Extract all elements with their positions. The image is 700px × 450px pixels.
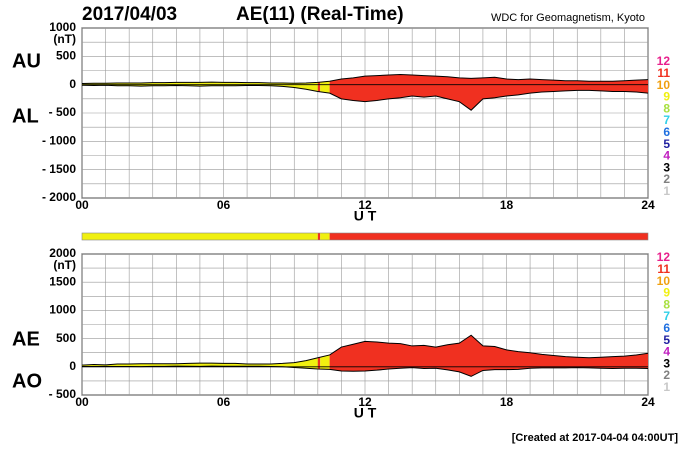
station-legend: 11	[657, 262, 670, 276]
coverage-fill	[320, 81, 330, 94]
y-tick-label: 1000	[49, 303, 76, 317]
coverage-bar	[317, 233, 321, 240]
x-tick-label: 18	[500, 395, 514, 409]
x-tick-label: 18	[500, 198, 514, 212]
station-legend: 3	[663, 356, 670, 370]
coverage-bar	[329, 233, 648, 240]
station-legend: 8	[663, 297, 670, 311]
station-legend: 5	[663, 333, 670, 347]
station-legend: 6	[663, 321, 670, 335]
station-legend: 3	[663, 160, 670, 174]
coverage-fill	[320, 354, 330, 370]
station-legend: 1	[663, 380, 670, 394]
series-label: AE	[12, 328, 40, 350]
station-legend: 10	[657, 274, 671, 288]
coverage-fill	[329, 74, 648, 111]
x-axis-label: U T	[354, 405, 377, 421]
series-label: AU	[12, 50, 41, 72]
station-legend: 11	[657, 66, 670, 80]
y-tick-label: - 500	[49, 387, 77, 401]
y-tick-label: - 1000	[42, 134, 76, 148]
station-legend: 10	[657, 78, 671, 92]
date: 2017/04/03	[82, 4, 177, 25]
x-tick-label: 06	[217, 198, 231, 212]
station-legend: 7	[663, 113, 670, 127]
y-tick-label: - 1500	[42, 162, 76, 176]
x-tick-label: 24	[641, 395, 655, 409]
station-legend: 6	[663, 125, 670, 139]
station-legend: 2	[663, 172, 670, 186]
series-label: AL	[12, 105, 39, 127]
y-tick-label: 500	[56, 49, 76, 63]
y-tick-label: 0	[69, 359, 76, 373]
unit-label: (nT)	[53, 258, 76, 272]
y-tick-label: 2000	[49, 246, 76, 260]
station-legend: 12	[657, 54, 671, 68]
series-line	[81, 73, 649, 85]
x-tick-label: 00	[75, 395, 89, 409]
station-legend: 5	[663, 137, 670, 151]
source: WDC for Geomagnetism, Kyoto	[491, 12, 645, 24]
y-tick-label: - 500	[49, 105, 77, 119]
station-legend: 4	[663, 149, 670, 163]
title: AE(11) (Real-Time)	[236, 4, 404, 25]
series-line	[82, 365, 649, 377]
y-tick-label: 0	[69, 77, 76, 91]
x-axis-label: U T	[354, 208, 377, 224]
station-legend: 8	[663, 101, 670, 115]
x-tick-label: 12	[358, 198, 372, 212]
station-legend: 1	[663, 184, 670, 198]
coverage-bar	[320, 233, 330, 240]
x-tick-label: 24	[641, 198, 655, 212]
x-tick-label: 12	[358, 395, 372, 409]
y-tick-label: - 2000	[42, 190, 76, 204]
y-tick-label: 1500	[49, 274, 76, 288]
station-legend: 9	[663, 90, 670, 104]
station-legend: 12	[657, 250, 671, 264]
y-tick-label: 500	[56, 331, 76, 345]
coverage-bar	[82, 233, 318, 240]
x-tick-label: 00	[75, 198, 89, 212]
coverage-frame	[81, 232, 649, 241]
station-legend: 7	[663, 309, 670, 323]
series-line	[81, 84, 649, 111]
series-label: AO	[12, 370, 42, 392]
unit-label: (nT)	[53, 32, 76, 46]
station-legend: 9	[663, 286, 670, 300]
station-legend: 2	[663, 368, 670, 382]
series-line	[81, 334, 649, 366]
station-legend: 4	[663, 345, 670, 359]
x-tick-label: 06	[217, 395, 231, 409]
footer: [Created at 2017-04-04 04:00UT]	[512, 432, 679, 444]
coverage-fill	[317, 357, 321, 370]
y-tick-label: 1000	[49, 20, 76, 34]
